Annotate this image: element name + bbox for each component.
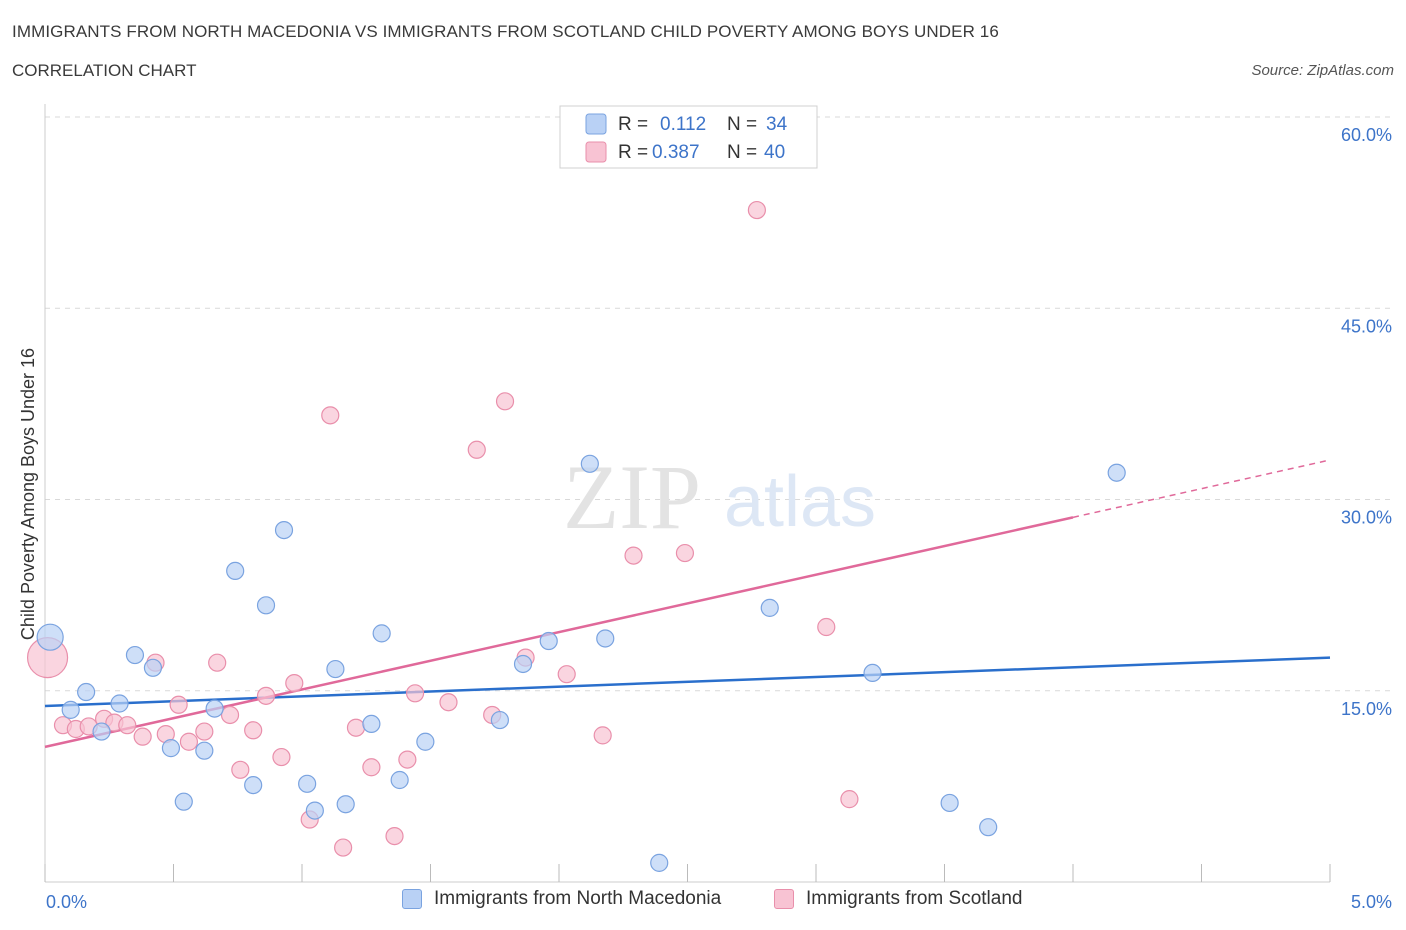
legend-item-north-macedonia: Immigrants from North Macedonia <box>402 888 721 910</box>
north-macedonia-point <box>979 818 998 837</box>
scotland-point <box>747 200 766 220</box>
north-macedonia-point <box>863 663 882 683</box>
scotland-point <box>208 653 227 672</box>
x-tick-label: 5.0% <box>1351 892 1392 912</box>
north-macedonia-point <box>125 645 145 665</box>
scotland-point <box>118 716 137 735</box>
scotland-point <box>495 392 515 411</box>
legend-label: Immigrants from North Macedonia <box>434 888 722 909</box>
scotland-point <box>231 760 250 779</box>
north-macedonia-point <box>390 770 409 790</box>
scotland-point <box>195 722 214 741</box>
north-macedonia-point <box>326 659 345 679</box>
scotland-point <box>346 718 366 737</box>
north-macedonia-point <box>274 520 294 540</box>
legend-item-scotland: Immigrants from Scotland <box>774 888 1022 910</box>
y-axis-label: Child Poverty Among Boys Under 16 <box>18 348 38 640</box>
series-legend: Immigrants from North Macedonia Immigran… <box>0 888 1406 918</box>
scotland-point <box>285 673 304 693</box>
scotland-point <box>840 790 859 809</box>
scotland-point <box>220 705 240 725</box>
north-macedonia-point <box>940 793 959 813</box>
scotland-point <box>557 665 576 684</box>
north-macedonia-point <box>195 741 214 760</box>
north-macedonia-point <box>760 598 779 617</box>
scotland-point <box>169 695 188 714</box>
scotland-point <box>817 617 836 637</box>
north-macedonia-point <box>490 710 509 730</box>
north-macedonia-point <box>362 714 381 734</box>
north-macedonia-point <box>298 774 317 793</box>
legend-swatch-blue <box>585 113 607 135</box>
north-macedonia-point <box>372 624 391 643</box>
scotland-trendline <box>44 516 1074 749</box>
scotland-point <box>321 406 340 425</box>
scotland-point <box>593 726 612 745</box>
x-tick-label: 0.0% <box>46 892 87 912</box>
legend-r-label: R = <box>618 142 648 163</box>
legend-n-label: N = <box>727 114 757 135</box>
legend-n-value: 34 <box>766 114 788 135</box>
north-macedonia-point <box>650 853 669 872</box>
axes <box>44 104 1331 883</box>
scotland-point <box>362 758 381 777</box>
legend-swatch-pink <box>774 889 794 909</box>
y-tick-label: 45.0% <box>1341 316 1392 336</box>
scotland-point <box>385 826 404 846</box>
north-macedonia-trendline <box>44 656 1331 708</box>
north-macedonia-point <box>336 795 355 814</box>
legend-r-value: 0.387 <box>652 142 700 163</box>
watermark-atlas: atlas <box>724 462 876 542</box>
scotland-point <box>439 693 458 712</box>
north-macedonia-point <box>92 722 111 741</box>
north-macedonia-point <box>1107 463 1126 482</box>
scotland-point <box>272 747 291 767</box>
north-macedonia-point <box>416 732 435 751</box>
scotland-point <box>133 727 152 746</box>
y-tick-label: 30.0% <box>1341 508 1392 528</box>
scotland-point <box>179 732 199 751</box>
data-points <box>26 200 1126 872</box>
scotland-point <box>467 440 486 459</box>
legend-r-label: R = <box>618 114 648 135</box>
north-macedonia-point <box>77 682 96 702</box>
legend-swatch-blue <box>402 889 422 909</box>
north-macedonia-point <box>305 801 324 820</box>
north-macedonia-point <box>110 694 129 713</box>
y-tick-label: 15.0% <box>1341 699 1392 719</box>
north-macedonia-point <box>539 631 558 651</box>
scotland-point <box>405 684 425 703</box>
source-label: Source: ZipAtlas.com <box>1251 62 1394 79</box>
tick-labels: 15.0% 30.0% 45.0% 60.0% 0.0% 5.0% <box>46 125 1392 912</box>
north-macedonia-point <box>580 454 599 473</box>
grid <box>45 116 1392 692</box>
scotland-point <box>398 750 417 769</box>
chart-title: IMMIGRANTS FROM NORTH MACEDONIA VS IMMIG… <box>12 22 999 41</box>
north-macedonia-point <box>244 775 263 795</box>
north-macedonia-point <box>513 654 533 674</box>
north-macedonia-point <box>143 658 163 677</box>
north-macedonia-point <box>36 623 64 651</box>
stats-legend: R = 0.112 N = 34 R = 0.387 N = 40 <box>559 105 818 169</box>
legend-label: Immigrants from Scotland <box>806 888 1023 909</box>
scotland-point <box>334 838 353 857</box>
chart-subtitle: CORRELATION CHART <box>12 61 197 80</box>
north-macedonia-point <box>174 792 193 811</box>
north-macedonia-point <box>161 739 181 758</box>
legend-swatch-pink <box>585 141 607 163</box>
north-macedonia-point <box>205 699 224 718</box>
scotland-point <box>624 546 643 565</box>
scotland-point <box>256 686 276 705</box>
legend-r-value: 0.112 <box>660 114 706 135</box>
legend-n-value: 40 <box>764 142 785 163</box>
legend-n-label: N = <box>727 142 757 163</box>
north-macedonia-point <box>226 561 245 581</box>
north-macedonia-point <box>256 596 276 615</box>
scotland-point <box>675 543 695 563</box>
y-tick-label: 60.0% <box>1341 125 1392 145</box>
north-macedonia-point <box>596 629 615 648</box>
scotland-point <box>244 721 263 740</box>
north-macedonia-point <box>61 700 80 719</box>
